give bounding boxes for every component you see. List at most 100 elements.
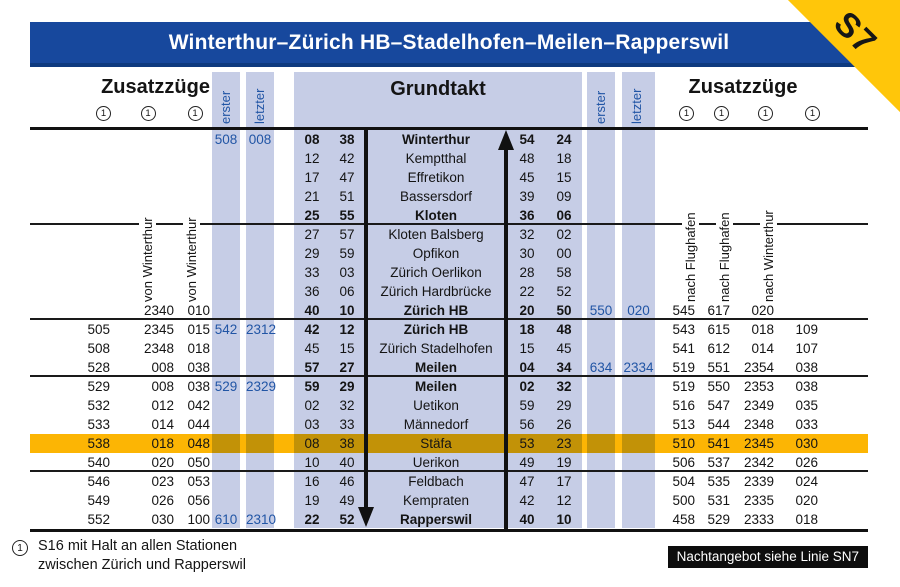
minutes-down-2: 38 xyxy=(339,132,355,147)
minutes-up-1: 49 xyxy=(519,455,535,470)
minutes-down-2: 29 xyxy=(339,379,355,394)
station-name: Zürich Hardbrücke xyxy=(380,284,492,299)
minutes-up-1: 28 xyxy=(519,265,535,280)
minutes-down-2: 59 xyxy=(339,246,355,261)
extra-train-1 xyxy=(30,130,118,149)
last-train-left xyxy=(246,149,274,168)
minutes-up-1: 04 xyxy=(519,360,535,375)
extra-train-3: 056 xyxy=(187,493,210,508)
last-train-left: 2310 xyxy=(246,512,277,527)
first-train-left xyxy=(212,206,240,225)
first-train-right xyxy=(587,225,615,244)
minutes-up-1: 30 xyxy=(519,246,535,261)
extra-train-6: 2333 xyxy=(743,512,774,527)
page-title: Winterthur–Zürich HB–Stadelhofen–Meilen–… xyxy=(168,31,730,54)
first-train-left: 529 xyxy=(214,379,238,394)
first-train-left xyxy=(212,358,240,377)
extra-train-6: 2335 xyxy=(743,493,774,508)
header-letzter-right: letzter xyxy=(629,88,644,124)
last-train-left xyxy=(246,301,274,320)
first-train-left: 610 xyxy=(214,512,238,527)
extra-train-5: 541 xyxy=(707,436,730,451)
last-train-right xyxy=(622,168,655,187)
timetable-row-winterthur: 508 008 08 38 Winterthur 54 24 xyxy=(30,130,868,149)
timetable-row-kloten-balsberg: 27 57 Kloten Balsberg 32 02 xyxy=(30,225,868,244)
extra-train-4 xyxy=(664,149,698,168)
minutes-down-2: 46 xyxy=(339,474,355,489)
minutes-up-2: 12 xyxy=(556,493,572,508)
last-train-left xyxy=(246,491,274,510)
extra-train-7: 033 xyxy=(795,417,818,432)
station-name: Kempraten xyxy=(402,493,470,508)
minutes-down-2: 57 xyxy=(339,227,355,242)
extra-train-6: 2353 xyxy=(743,379,774,394)
first-train-left xyxy=(212,168,240,187)
station-name: Effretikon xyxy=(407,170,465,185)
first-train-left xyxy=(212,149,240,168)
extra-train-2: 030 xyxy=(151,512,174,527)
arrow-up-icon xyxy=(498,130,514,150)
timetable-row-bassersdorf: 21 51 Bassersdorf 39 09 xyxy=(30,187,868,206)
extra-train-7 xyxy=(777,225,822,244)
last-train-right xyxy=(622,453,655,472)
extra-train-2: 008 xyxy=(151,379,174,394)
extra-train-6: 2354 xyxy=(743,360,774,375)
first-train-left xyxy=(212,396,240,415)
minutes-down-1: 40 xyxy=(304,303,320,318)
extra-train-1: 549 xyxy=(87,493,110,508)
extra-train-3: 015 xyxy=(187,322,210,337)
extra-train-3: 038 xyxy=(187,379,210,394)
extra-train-1 xyxy=(30,168,118,187)
extra-train-7 xyxy=(777,301,822,320)
extra-train-2 xyxy=(118,168,178,187)
extra-train-1: 505 xyxy=(87,322,110,337)
minutes-down-1: 19 xyxy=(304,493,320,508)
minutes-up-2: 18 xyxy=(556,151,572,166)
minutes-up-1: 32 xyxy=(519,227,535,242)
footnote-marker-icon: 1 xyxy=(679,105,694,121)
extra-train-4: 504 xyxy=(672,474,695,489)
minutes-down-1: 57 xyxy=(304,360,320,375)
first-train-right: 634 xyxy=(589,360,613,375)
extra-train-4: 513 xyxy=(672,417,695,432)
minutes-down-1: 22 xyxy=(304,512,320,527)
title-bar: Winterthur–Zürich HB–Stadelhofen–Meilen–… xyxy=(30,22,868,67)
last-train-left xyxy=(246,358,274,377)
extra-train-4: 519 xyxy=(672,360,695,375)
last-train-right xyxy=(622,510,655,529)
first-train-left xyxy=(212,187,240,206)
last-train-left xyxy=(246,472,274,491)
extra-train-2: 014 xyxy=(151,417,174,432)
minutes-down-2: 51 xyxy=(339,189,355,204)
station-name: Uerikon xyxy=(412,455,460,470)
extra-train-4: 519 xyxy=(672,379,695,394)
extra-train-3: 048 xyxy=(187,436,210,451)
minutes-down-2: 15 xyxy=(339,341,355,356)
first-train-left xyxy=(212,472,240,491)
extra-train-3: 044 xyxy=(187,417,210,432)
timetable-row-z-rich-hardbr-cke: 36 06 Zürich Hardbrücke 22 52 xyxy=(30,282,868,301)
minutes-up-1: 22 xyxy=(519,284,535,299)
first-train-right xyxy=(587,282,615,301)
minutes-up-1: 15 xyxy=(519,341,535,356)
station-name: Feldbach xyxy=(408,474,464,489)
extra-train-2: 008 xyxy=(151,360,174,375)
last-train-right: 020 xyxy=(627,303,650,318)
extra-train-7 xyxy=(777,187,822,206)
timetable-row-effretikon: 17 47 Effretikon 45 15 xyxy=(30,168,868,187)
last-train-left: 008 xyxy=(248,132,272,147)
extra-train-1: 532 xyxy=(87,398,110,413)
extra-train-5: 537 xyxy=(707,455,730,470)
minutes-up-1: 18 xyxy=(519,322,535,337)
timetable-row-kempraten: 549 026 056 19 49 Kempraten 42 12 500 531 2335 020 xyxy=(30,491,868,510)
extra-train-4: 543 xyxy=(672,322,695,337)
minutes-up-2: 26 xyxy=(556,417,572,432)
extra-train-6 xyxy=(733,168,777,187)
minutes-up-1: 36 xyxy=(519,208,535,223)
last-train-left xyxy=(246,187,274,206)
last-train-right xyxy=(622,206,655,225)
minutes-down-1: 16 xyxy=(304,474,320,489)
first-train-right xyxy=(587,415,615,434)
last-train-left xyxy=(246,206,274,225)
